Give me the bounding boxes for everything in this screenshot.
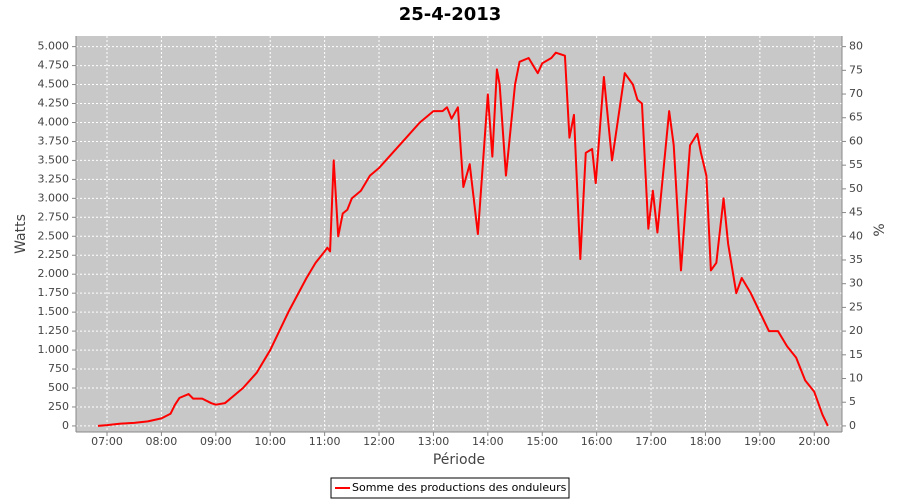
chart-title: 25-4-2013 bbox=[399, 4, 502, 25]
y2-axis-label: % bbox=[872, 223, 888, 236]
y-tick-label: 1.500 bbox=[38, 305, 70, 318]
y2-tick-label: 40 bbox=[849, 229, 863, 242]
x-tick-label: 07:00 bbox=[91, 435, 123, 448]
y-tick-label: 5.000 bbox=[38, 40, 70, 53]
y-tick-label: 500 bbox=[48, 381, 69, 394]
y-tick-label: 4.250 bbox=[38, 97, 70, 110]
y-tick-label: 2.750 bbox=[38, 210, 70, 223]
x-tick-label: 20:00 bbox=[798, 435, 830, 448]
x-tick-label: 11:00 bbox=[309, 435, 341, 448]
y2-tick-label: 35 bbox=[849, 253, 863, 266]
y2-tick-label: 60 bbox=[849, 134, 863, 147]
x-tick-label: 17:00 bbox=[635, 435, 667, 448]
y-tick-label: 4.750 bbox=[38, 59, 70, 72]
y-tick-label: 1.000 bbox=[38, 343, 70, 356]
y2-tick-label: 55 bbox=[849, 158, 863, 171]
y2-tick-label: 80 bbox=[849, 40, 863, 53]
x-tick-label: 19:00 bbox=[744, 435, 776, 448]
data-line bbox=[97, 51, 829, 427]
y-tick-label: 1.750 bbox=[38, 286, 70, 299]
y-axis-label: Watts bbox=[13, 214, 29, 254]
y2-tick-label: 20 bbox=[849, 324, 863, 337]
plot-area bbox=[76, 36, 842, 432]
legend: Somme des productions des onduleurs bbox=[330, 477, 570, 499]
y2-tick-label: 30 bbox=[849, 277, 863, 290]
y2-tick-label: 5 bbox=[849, 395, 856, 408]
x-tick-label: 09:00 bbox=[200, 435, 232, 448]
y2-tick-label: 15 bbox=[849, 348, 863, 361]
x-tick-label: 08:00 bbox=[146, 435, 178, 448]
y2-tick-label: 65 bbox=[849, 111, 863, 124]
y-tick-label: 3.750 bbox=[38, 134, 70, 147]
legend-box bbox=[330, 477, 570, 499]
y2-tick-label: 25 bbox=[849, 300, 863, 313]
y-tick-label: 4.500 bbox=[38, 78, 70, 91]
y2-tick-label: 0 bbox=[849, 419, 856, 432]
y-tick-label: 3.250 bbox=[38, 172, 70, 185]
y-tick-label: 2.500 bbox=[38, 229, 70, 242]
y-tick-label: 2.000 bbox=[38, 267, 70, 280]
x-tick-label: 16:00 bbox=[581, 435, 613, 448]
y-tick-label: 250 bbox=[48, 400, 69, 413]
y2-tick-label: 45 bbox=[849, 206, 863, 219]
y2-tick-label: 10 bbox=[849, 372, 863, 385]
y-tick-label: 3.500 bbox=[38, 153, 70, 166]
x-tick-label: 14:00 bbox=[472, 435, 504, 448]
x-tick-label: 10:00 bbox=[254, 435, 286, 448]
y-tick-label: 4.000 bbox=[38, 115, 70, 128]
y2-tick-label: 70 bbox=[849, 87, 863, 100]
y-tick-label: 0 bbox=[62, 419, 69, 432]
legend-label: Somme des productions des onduleurs bbox=[352, 481, 567, 494]
y-tick-label: 1.250 bbox=[38, 324, 70, 337]
x-tick-label: 18:00 bbox=[690, 435, 722, 448]
y-tick-label: 2.250 bbox=[38, 248, 70, 261]
x-axis-label: Période bbox=[433, 452, 485, 468]
y2-tick-label: 75 bbox=[849, 63, 863, 76]
y-tick-label: 750 bbox=[48, 362, 69, 375]
x-tick-label: 12:00 bbox=[363, 435, 395, 448]
y-tick-label: 3.000 bbox=[38, 191, 70, 204]
y2-tick-label: 50 bbox=[849, 182, 863, 195]
x-tick-label: 15:00 bbox=[526, 435, 558, 448]
x-tick-label: 13:00 bbox=[418, 435, 450, 448]
